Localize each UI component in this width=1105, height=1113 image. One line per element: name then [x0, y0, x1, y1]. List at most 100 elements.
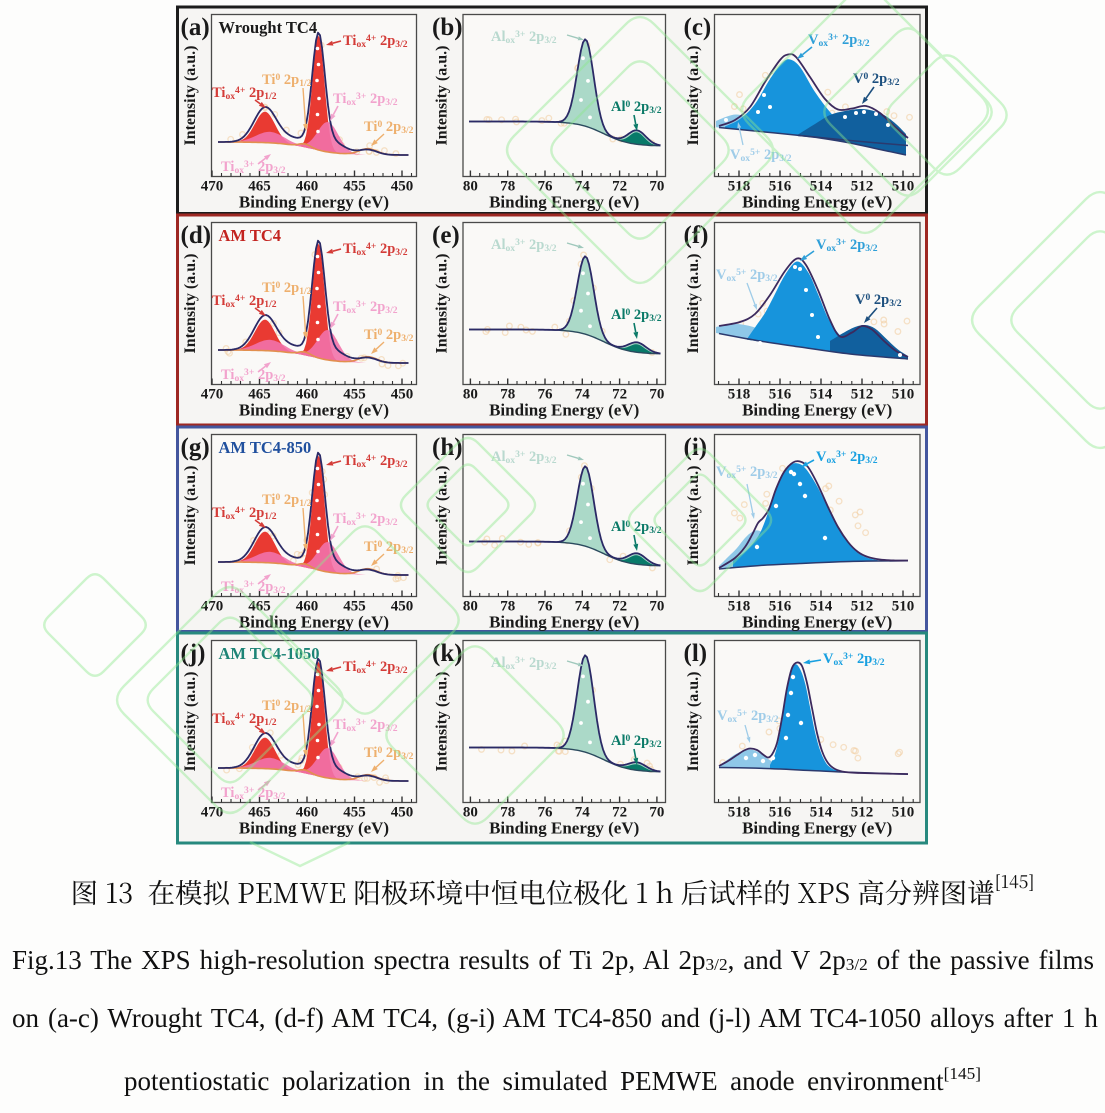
svg-text:Ti0 2p1/2: Ti0 2p1/2 — [262, 698, 312, 715]
svg-text:74: 74 — [575, 179, 591, 195]
svg-text:510: 510 — [892, 599, 915, 615]
svg-text:Vox3+ 2p3/2: Vox3+ 2p3/2 — [816, 237, 878, 254]
svg-text:465: 465 — [248, 387, 271, 403]
svg-text:Tiox3+ 2p3/2: Tiox3+ 2p3/2 — [333, 511, 398, 528]
svg-text:Intensity (a.u.): Intensity (a.u.) — [434, 671, 451, 771]
svg-text:(e): (e) — [432, 222, 460, 249]
svg-text:514: 514 — [810, 599, 833, 615]
svg-text:76: 76 — [538, 179, 554, 195]
svg-text:450: 450 — [391, 805, 414, 821]
svg-text:Intensity (a.u.): Intensity (a.u.) — [685, 465, 702, 565]
svg-text:Intensity (a.u.): Intensity (a.u.) — [685, 45, 702, 145]
svg-text:(j): (j) — [181, 640, 206, 667]
svg-text:70: 70 — [649, 599, 664, 615]
svg-text:76: 76 — [538, 599, 554, 615]
svg-text:78: 78 — [500, 179, 515, 195]
svg-text:Binding Energy (eV): Binding Energy (eV) — [742, 819, 892, 838]
svg-text:Vox3+ 2p3/2: Vox3+ 2p3/2 — [823, 651, 885, 668]
svg-text:(h): (h) — [432, 434, 463, 461]
svg-text:Binding Energy (eV): Binding Energy (eV) — [742, 401, 892, 420]
svg-text:Vox5+ 2p3/2: Vox5+ 2p3/2 — [717, 708, 779, 725]
svg-text:Intensity (a.u.): Intensity (a.u.) — [434, 45, 451, 145]
svg-text:(f): (f) — [684, 222, 709, 249]
svg-text:Binding Energy (eV): Binding Energy (eV) — [239, 193, 389, 212]
svg-text:80: 80 — [463, 179, 478, 195]
svg-text:512: 512 — [851, 179, 874, 195]
svg-text:Intensity (a.u.): Intensity (a.u.) — [182, 45, 199, 145]
svg-text:516: 516 — [769, 599, 792, 615]
svg-text:80: 80 — [463, 805, 478, 821]
svg-text:Vox5+ 2p3/2: Vox5+ 2p3/2 — [730, 147, 792, 164]
svg-text:80: 80 — [463, 599, 478, 615]
svg-text:Ti0 2p3/2: Ti0 2p3/2 — [364, 119, 414, 136]
svg-text:510: 510 — [892, 179, 915, 195]
svg-text:Alox3+ 2p3/2: Alox3+ 2p3/2 — [491, 237, 557, 254]
svg-text:(c): (c) — [684, 14, 712, 41]
svg-text:Tiox4+ 2p1/2: Tiox4+ 2p1/2 — [212, 293, 277, 310]
svg-text:70: 70 — [649, 805, 664, 821]
svg-text:460: 460 — [296, 805, 319, 821]
svg-text:Ti0 2p3/2: Ti0 2p3/2 — [364, 327, 414, 344]
svg-text:514: 514 — [810, 179, 833, 195]
svg-text:Vox3+ 2p3/2: Vox3+ 2p3/2 — [808, 32, 870, 49]
svg-text:76: 76 — [538, 387, 554, 403]
svg-text:465: 465 — [248, 805, 271, 821]
svg-text:Tiox3+ 2p3/2: Tiox3+ 2p3/2 — [333, 91, 398, 108]
svg-text:516: 516 — [769, 387, 792, 403]
svg-text:(k): (k) — [432, 640, 463, 667]
svg-text:518: 518 — [728, 599, 751, 615]
svg-text:(i): (i) — [684, 434, 708, 461]
svg-text:Tiox4+ 2p3/2: Tiox4+ 2p3/2 — [343, 453, 408, 470]
svg-text:510: 510 — [892, 387, 915, 403]
svg-text:Al0 2p3/2: Al0 2p3/2 — [611, 307, 662, 324]
svg-text:Alox3+ 2p3/2: Alox3+ 2p3/2 — [491, 29, 557, 46]
svg-text:(d): (d) — [181, 222, 212, 249]
svg-text:Binding Energy (eV): Binding Energy (eV) — [239, 613, 389, 632]
svg-text:Intensity (a.u.): Intensity (a.u.) — [434, 253, 451, 353]
svg-text:518: 518 — [728, 179, 751, 195]
svg-text:Ti0 2p1/2: Ti0 2p1/2 — [262, 492, 312, 509]
svg-text:460: 460 — [296, 599, 319, 615]
svg-text:470: 470 — [201, 805, 224, 821]
svg-text:Vox3+ 2p3/2: Vox3+ 2p3/2 — [816, 449, 878, 466]
svg-text:70: 70 — [649, 387, 664, 403]
svg-text:Intensity (a.u.): Intensity (a.u.) — [685, 671, 702, 771]
svg-text:Binding Energy (eV): Binding Energy (eV) — [489, 819, 639, 838]
svg-text:460: 460 — [296, 387, 319, 403]
svg-text:(b): (b) — [432, 14, 463, 41]
svg-text:Intensity (a.u.): Intensity (a.u.) — [685, 253, 702, 353]
svg-text:AM TC4-850: AM TC4-850 — [219, 438, 312, 457]
svg-text:450: 450 — [391, 387, 414, 403]
svg-text:518: 518 — [728, 387, 751, 403]
svg-text:Vox5+ 2p3/2: Vox5+ 2p3/2 — [716, 267, 778, 284]
svg-text:Tiox4+ 2p1/2: Tiox4+ 2p1/2 — [212, 711, 277, 728]
svg-text:Tiox4+ 2p3/2: Tiox4+ 2p3/2 — [343, 33, 408, 50]
svg-text:AM TC4-1050: AM TC4-1050 — [219, 644, 320, 663]
svg-text:78: 78 — [500, 387, 515, 403]
svg-text:Binding Energy (eV): Binding Energy (eV) — [239, 819, 389, 838]
svg-text:Intensity (a.u.): Intensity (a.u.) — [434, 465, 451, 565]
svg-text:Tiox3+ 2p3/2: Tiox3+ 2p3/2 — [333, 299, 398, 316]
svg-text:V0 2p3/2: V0 2p3/2 — [853, 71, 900, 88]
svg-text:455: 455 — [343, 387, 366, 403]
svg-text:(l): (l) — [684, 640, 708, 667]
svg-text:72: 72 — [612, 599, 627, 615]
svg-text:512: 512 — [851, 387, 874, 403]
svg-text:Wrought TC4: Wrought TC4 — [219, 18, 318, 37]
svg-text:74: 74 — [575, 387, 591, 403]
svg-text:Binding Energy (eV): Binding Energy (eV) — [489, 401, 639, 420]
svg-text:460: 460 — [296, 179, 319, 195]
svg-text:516: 516 — [769, 179, 792, 195]
svg-text:Tiox4+ 2p3/2: Tiox4+ 2p3/2 — [343, 241, 408, 258]
svg-text:Alox3+ 2p3/2: Alox3+ 2p3/2 — [491, 655, 557, 672]
svg-text:78: 78 — [500, 805, 515, 821]
svg-text:76: 76 — [538, 805, 554, 821]
svg-text:Intensity (a.u.): Intensity (a.u.) — [182, 465, 199, 565]
svg-text:470: 470 — [201, 387, 224, 403]
svg-text:470: 470 — [201, 599, 224, 615]
svg-text:Al0 2p3/2: Al0 2p3/2 — [611, 519, 662, 536]
svg-text:450: 450 — [391, 179, 414, 195]
svg-text:AM TC4: AM TC4 — [219, 226, 282, 245]
svg-text:74: 74 — [575, 599, 591, 615]
svg-text:74: 74 — [575, 805, 591, 821]
